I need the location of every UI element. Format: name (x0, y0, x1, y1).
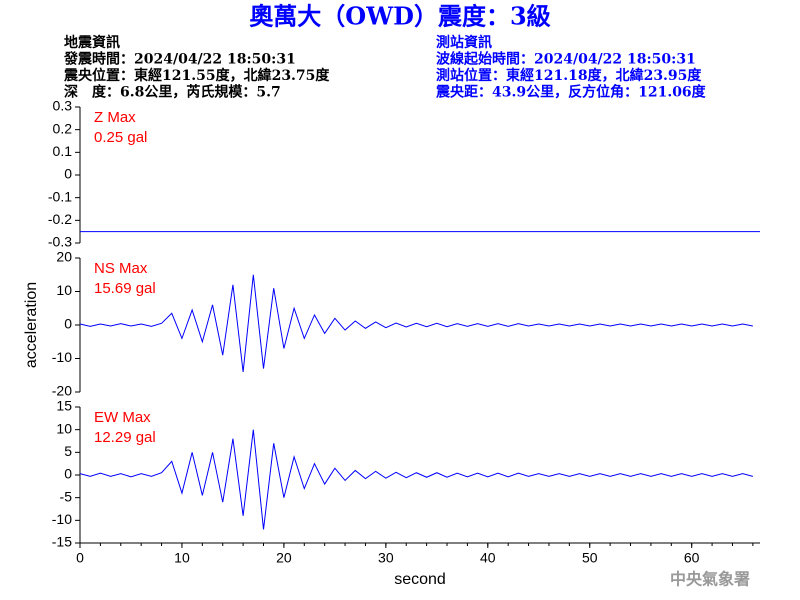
y-tick-label: 0.1 (53, 143, 73, 159)
y-tick-label: 0.2 (53, 120, 73, 136)
y-tick-label: -5 (60, 488, 73, 504)
annotation: Z Max (94, 109, 136, 126)
y-tick-label: 10 (56, 282, 72, 298)
x-tick-label: 10 (174, 550, 190, 566)
info-line: 深 度：6.8公里，芮氏規模：5.7 (64, 84, 281, 101)
y-tick-label: -0.2 (48, 211, 72, 227)
annotation: 12.29 gal (94, 429, 156, 446)
x-tick-label: 40 (480, 550, 496, 566)
y-tick-label: -15 (52, 534, 72, 550)
annotation: NS Max (94, 260, 148, 277)
chart-title: 奧萬大（OWD）震度：3級 (249, 2, 550, 31)
x-tick-label: 30 (378, 550, 394, 566)
y-tick-label: 15 (56, 398, 72, 414)
y-tick-label: 5 (64, 443, 72, 459)
info-line: 地震資訊 (64, 34, 120, 51)
y-tick-label: 0 (64, 466, 72, 482)
annotation: 15.69 gal (94, 280, 156, 297)
x-tick-label: 20 (276, 550, 292, 566)
info-line: 波線起始時間：2024/04/22 18:50:31 (436, 51, 696, 68)
footer: 中央氣象署 (670, 570, 750, 589)
y-tick-label: 0.3 (53, 98, 73, 114)
waveform (79, 429, 753, 530)
info-line: 發震時間：2024/04/22 18:50:31 (63, 51, 296, 68)
y-tick-label: -10 (52, 349, 72, 365)
annotation: EW Max (94, 409, 151, 426)
y-tick-label: 0 (64, 316, 72, 332)
info-line: 測站資訊 (436, 34, 492, 51)
info-line: 測站位置：東經121.18度，北緯23.95度 (436, 67, 702, 84)
y-tick-label: 10 (56, 420, 72, 436)
y-tick-label: -10 (52, 511, 72, 527)
x-tick-label: 60 (684, 550, 700, 566)
y-tick-label: -20 (52, 383, 72, 399)
x-tick-label: 50 (582, 550, 598, 566)
y-tick-label: 20 (56, 249, 72, 265)
info-line: 震央距：43.9公里，反方位角：121.06度 (435, 84, 707, 101)
x-tick-label: 0 (76, 550, 84, 566)
y-tick-label: -0.3 (48, 234, 72, 250)
y-tick-label: 0 (64, 166, 72, 182)
y-tick-label: -0.1 (48, 188, 72, 204)
annotation: 0.25 gal (94, 129, 147, 146)
y-axis-label: acceleration (23, 282, 40, 368)
x-axis-label: second (394, 571, 446, 588)
info-line: 震央位置：東經121.55度，北緯23.75度 (63, 67, 330, 84)
waveform (79, 274, 753, 372)
